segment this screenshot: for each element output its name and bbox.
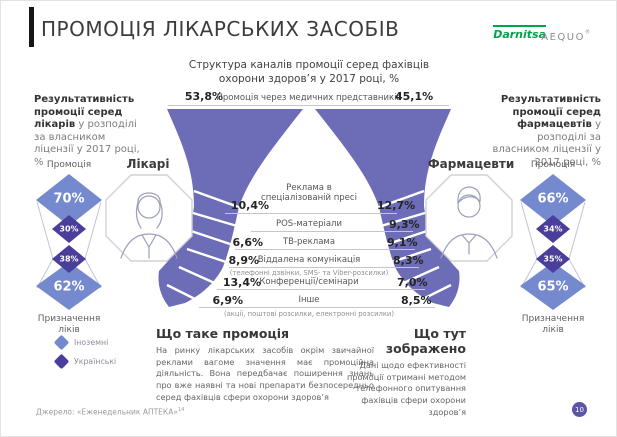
source-note: Джерело: «Еженедельник АПТЕКА»14 [36, 407, 185, 417]
pharm-rx-ukrainian-value: 35% [543, 254, 563, 264]
legend-item-foreign: Іноземні [53, 334, 116, 351]
doctors-rx-foreign-diamond [36, 262, 102, 310]
doctors-rx-ukrainian-diamond [52, 245, 86, 273]
row-remote-pharm-value: 8,3% [393, 254, 424, 267]
doctors-promo-label: Промоція [46, 160, 92, 170]
row-other-sublabel: (акції, поштові розсилки, електронні роз… [223, 310, 395, 318]
darnitsa-logo-text: Darnitsa [493, 25, 546, 41]
doctors-rx-ukrainian-value: 38% [59, 254, 79, 264]
row-other-doctors-value: 6,9% [212, 294, 243, 307]
what-is-promotion-block: Що таке промоція На ринку лікарських зас… [156, 326, 374, 403]
what-shown-body: Дані щодо ефективності промоції отримані… [346, 360, 466, 417]
row-other-rule [199, 307, 435, 308]
row-tv-label: ТВ-реклама [282, 237, 336, 247]
doctor-avatar-icon [105, 174, 193, 262]
row-remote-sublabel: (телефонні дзвінки, SMS- та Viber-розсил… [229, 269, 389, 277]
row-other-pharm-value: 8,5% [401, 294, 432, 307]
doctors-promo-foreign-value: 70% [53, 191, 85, 207]
row-conf-rule [217, 289, 425, 290]
page-title: ПРОМОЦІЯ ЛІКАРСЬКИХ ЗАСОБІВ [41, 17, 400, 41]
row-press-doctors-value: 10,4% [230, 199, 269, 212]
row-remote-doctors-value: 8,9% [228, 254, 259, 267]
chart-subtitle: Структура каналів промоції серед фахівці… [189, 59, 429, 86]
row-other-label: Інше [298, 295, 320, 305]
row-tv-pharm-value: 9,1% [387, 236, 418, 249]
aequo-logo: AEQUO® [541, 25, 590, 44]
row-tv-rule [235, 249, 415, 250]
chart-subtitle-line2: охорони здоров’я у 2017 році, % [218, 72, 400, 85]
doctors-group-label: Лікарі [126, 157, 170, 171]
row-press-label: Реклама в спеціалізованій пресі [261, 183, 357, 204]
aequo-reg-mark: ® [585, 29, 590, 36]
what-is-heading: Що таке промоція [156, 326, 290, 341]
top-row-pharm-value: 45,1% [395, 90, 434, 103]
legend-foreign-label: Іноземні [74, 338, 109, 347]
row-remote-label: Віддалена комунікація [257, 255, 361, 265]
pharm-panel-heading: Результативність промоції серед фармацев… [486, 94, 601, 169]
what-is-body: На ринку лікарських засобів окрім звичай… [156, 345, 374, 402]
aequo-logo-text: AEQUO [541, 32, 585, 43]
doctors-promo-ukrainian-value: 30% [59, 224, 79, 234]
doctors-diamond-chart [36, 174, 102, 310]
title-accent-bar [29, 7, 34, 47]
doctors-heading-bold: Результативність промоції серед лікарів [34, 94, 135, 130]
pharmacists-fan-separators [376, 189, 452, 303]
pharm-promo-ukrainian-value: 34% [543, 224, 563, 234]
top-row-rule [168, 105, 449, 106]
row-tv-doctors-value: 6,6% [232, 236, 263, 249]
legend-ukrainian-label: Українські [74, 357, 117, 366]
row-conf-doctors-value: 13,4% [222, 276, 261, 289]
source-superscript: 14 [177, 407, 185, 413]
pharm-rx-foreign-value: 65% [537, 279, 569, 295]
doctors-fan [158, 109, 303, 307]
legend-item-ukrainian: Українські [53, 353, 117, 370]
page-number: 10 [575, 405, 584, 414]
row-pos-pharm-value: 9,3% [389, 218, 420, 231]
pharm-promo-foreign-diamond [520, 174, 586, 226]
what-shown-heading: Що тут зображено [385, 326, 466, 356]
top-row-label: Промоція через медичних представників [216, 93, 402, 103]
doctors-fan-separators [166, 189, 242, 303]
ukrainian-diamond-icon [53, 353, 70, 370]
pharm-promo-foreign-value: 66% [537, 191, 569, 207]
pharmacists-diamond-chart [520, 174, 586, 310]
row-pos-rule [251, 231, 413, 232]
darnitsa-logo: Darnitsa [493, 23, 546, 42]
doctors-panel-heading: Результативність промоції серед лікарів … [34, 94, 142, 169]
what-shown-block: Що тут зображено Дані щодо ефективності … [339, 326, 466, 418]
row-press-pharm-value: 12,7% [377, 199, 416, 212]
page-number-badge: 10 [572, 402, 587, 417]
pharm-promo-ukrainian-diamond [536, 215, 570, 243]
row-conf-pharm-value: 7,0% [397, 276, 428, 289]
pharmacist-avatar-icon [425, 174, 513, 262]
doctors-promo-foreign-diamond [36, 174, 102, 226]
doctors-promo-ukrainian-diamond [52, 215, 86, 243]
top-row-doctors-value: 53,8% [184, 90, 223, 103]
legend: Іноземні Українські [53, 334, 117, 370]
row-pos-label: POS-матеріали [275, 219, 343, 229]
row-press-rule [225, 213, 397, 214]
pharmacists-fan [315, 109, 460, 307]
chart-subtitle-line1: Структура каналів промоції серед фахівці… [188, 59, 430, 71]
foreign-diamond-icon [53, 334, 70, 351]
doctors-heading-rest: у розподілі за власником ліцензії у 2017… [34, 119, 140, 168]
row-remote-rule [229, 267, 419, 268]
doctors-rx-foreign-value: 62% [53, 279, 85, 295]
pharm-promo-label: Промоція [530, 160, 576, 170]
doctors-rx-label: Призначення ліків [37, 314, 101, 335]
pharm-rx-foreign-diamond [520, 262, 586, 310]
pharmacists-group-label: Фармацевти [427, 157, 515, 171]
pharm-rx-ukrainian-diamond [536, 245, 570, 273]
pharm-heading-rest: у розподілі за власником ліцензії у 2017… [492, 119, 601, 168]
row-conf-label: Конференції/семінари [259, 277, 359, 287]
pharm-heading-bold: Результативність промоції серед фармацев… [500, 94, 601, 130]
pharm-rx-label: Призначення ліків [521, 314, 585, 335]
